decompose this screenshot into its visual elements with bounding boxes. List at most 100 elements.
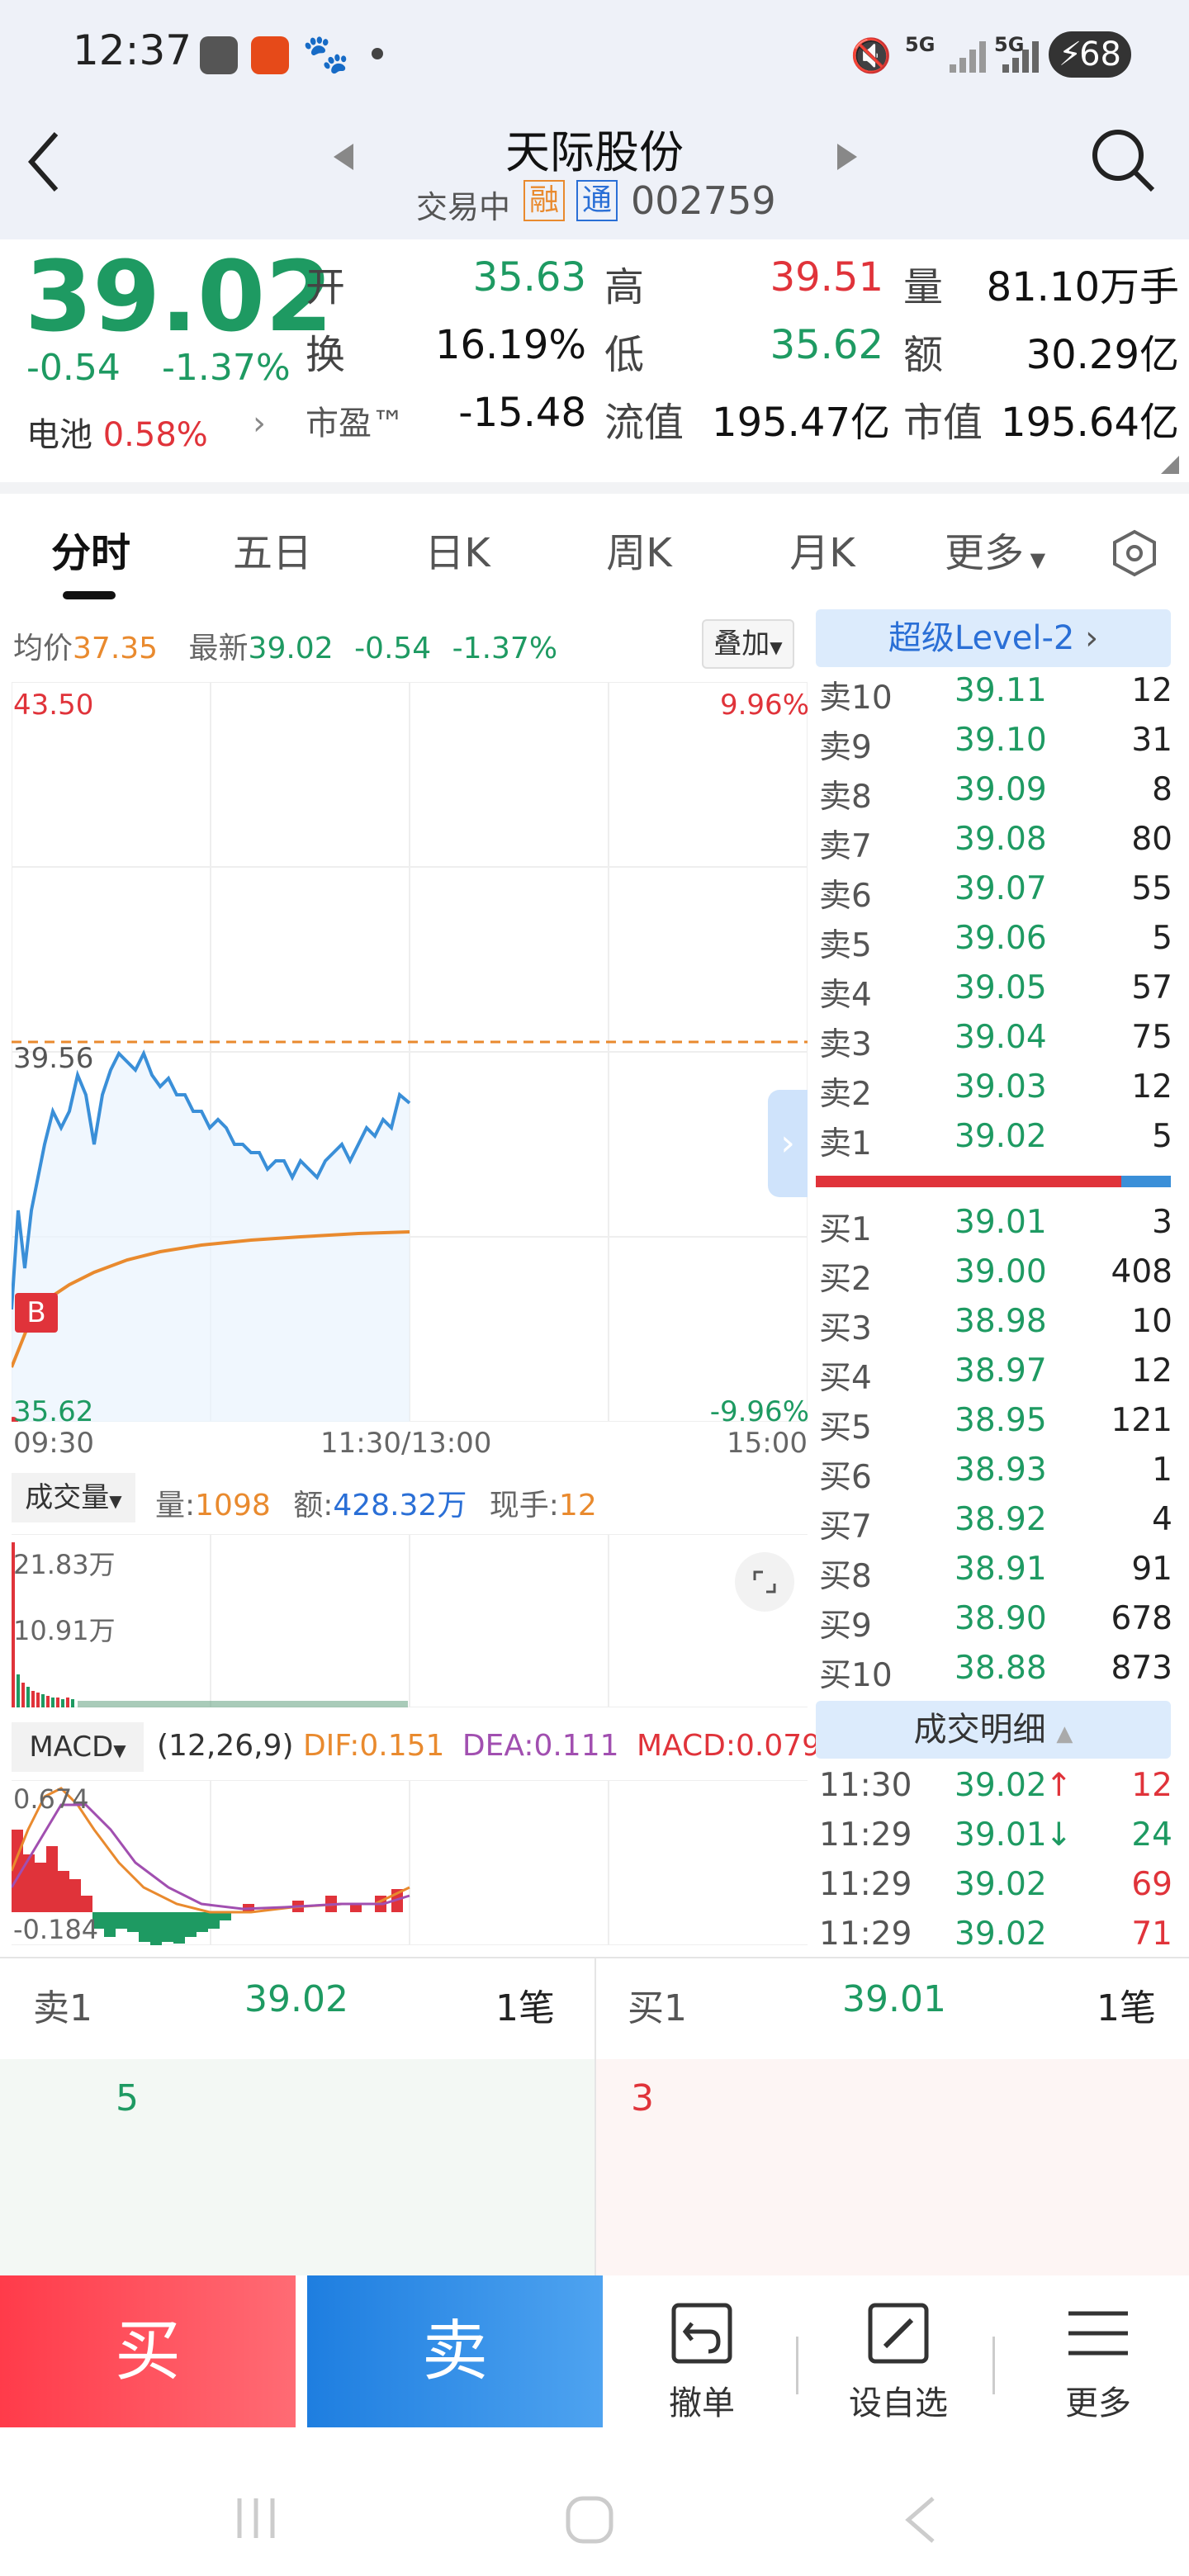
ask-level: 卖5 xyxy=(819,927,872,964)
chart-top-pct: 9.96% xyxy=(719,689,809,722)
bid-row[interactable]: 买2 39.00 408 xyxy=(816,1247,1176,1298)
chart-ref-price: 39.56 xyxy=(13,1042,94,1075)
recent-apps-icon[interactable] xyxy=(231,2493,281,2543)
avg-value: 37.35 xyxy=(73,632,159,665)
ask-row[interactable]: 卖10 39.11 12 xyxy=(816,665,1176,717)
sell-queue-qty: 5 xyxy=(116,2077,139,2119)
cancel-order-button[interactable]: 撤单 xyxy=(628,2295,776,2436)
overlay-button[interactable]: 叠加▼ xyxy=(702,619,794,669)
chevron-right-icon: › xyxy=(1085,619,1099,657)
tab-more[interactable]: 更多 ▼ xyxy=(933,520,1057,586)
volume-label: 量 xyxy=(903,264,944,310)
bid-level: 买5 xyxy=(819,1409,872,1447)
fullscreen-button[interactable] xyxy=(735,1552,794,1612)
network-type-1: 5G xyxy=(905,33,936,56)
ask-row[interactable]: 卖6 39.07 55 xyxy=(816,864,1176,915)
bid-row[interactable]: 买5 38.95 121 xyxy=(816,1395,1176,1447)
intraday-info: 均价37.35 最新39.02 -0.54 -1.37% xyxy=(13,624,557,667)
volume-chart[interactable] xyxy=(12,1534,808,1707)
bid-row[interactable]: 买10 38.88 873 xyxy=(816,1643,1176,1694)
prev-stock-icon[interactable] xyxy=(330,140,355,173)
ask-row[interactable]: 卖7 39.08 80 xyxy=(816,814,1176,865)
tab-daily-k[interactable]: 日K xyxy=(424,530,490,576)
macd-params: (12,26,9) xyxy=(157,1729,294,1763)
divider xyxy=(992,2337,995,2394)
dot-icon xyxy=(372,48,383,59)
ask-row[interactable]: 卖3 39.04 75 xyxy=(816,1012,1176,1063)
trade-detail-button[interactable]: 成交明细 ▲ xyxy=(816,1701,1171,1759)
bid-row[interactable]: 买7 38.92 4 xyxy=(816,1494,1176,1546)
divider xyxy=(0,1957,1189,1958)
hand-label: 现手: xyxy=(489,1489,559,1522)
bid-volume: 12 xyxy=(1131,1352,1172,1390)
tab-intraday[interactable]: 分时 xyxy=(50,530,130,576)
chart-tabs: 分时 五日 日K 周K 月K 更多 ▼ xyxy=(0,494,1189,609)
level2-button[interactable]: 超级Level-2 › xyxy=(816,609,1171,667)
tab-five-day[interactable]: 五日 xyxy=(232,530,312,576)
trade-volume: 12 xyxy=(1131,1767,1172,1804)
tab-monthly-k[interactable]: 月K xyxy=(789,530,855,576)
ask-row[interactable]: 卖5 39.06 5 xyxy=(816,913,1176,964)
ask-row[interactable]: 卖1 39.02 5 xyxy=(816,1111,1176,1163)
nav-back-icon[interactable] xyxy=(900,2493,941,2546)
ask-row[interactable]: 卖2 39.03 12 xyxy=(816,1062,1176,1113)
ask-volume: 8 xyxy=(1152,771,1172,808)
price-line xyxy=(12,1049,411,1310)
tab-weekly-k[interactable]: 周K xyxy=(606,530,672,576)
trade-volume: 24 xyxy=(1131,1816,1172,1854)
trade-price: 39.02 xyxy=(955,1767,1047,1804)
stock-name: 天际股份 xyxy=(505,126,684,178)
float-cap-value: 195.47亿 xyxy=(712,400,890,446)
search-icon[interactable] xyxy=(1088,125,1158,195)
sector-link[interactable]: 电池 0.58% xyxy=(26,408,208,456)
signal-icon xyxy=(950,41,986,73)
expand-corner-icon[interactable] xyxy=(1161,456,1179,474)
intraday-chart[interactable] xyxy=(12,682,808,1422)
ask-volume: 5 xyxy=(1152,920,1172,957)
trade-price: 39.01 xyxy=(955,1816,1047,1854)
expand-panel-icon[interactable]: › xyxy=(768,1090,808,1197)
bid-row[interactable]: 买4 38.97 12 xyxy=(816,1346,1176,1397)
next-stock-icon[interactable] xyxy=(836,140,860,173)
time-start: 09:30 xyxy=(13,1427,94,1460)
buy-marker[interactable]: B xyxy=(15,1293,58,1333)
settings-hexagon-icon[interactable] xyxy=(1110,528,1159,578)
add-watchlist-label: 设自选 xyxy=(849,2384,948,2422)
home-icon[interactable] xyxy=(563,2493,616,2546)
trade-direction-icon: ↑ xyxy=(1045,1767,1073,1804)
volume-selector[interactable]: 成交量▼ xyxy=(12,1473,135,1522)
ask-row[interactable]: 卖9 39.10 31 xyxy=(816,715,1176,766)
chevron-right-icon[interactable]: › xyxy=(253,405,266,443)
app-notification-icon xyxy=(251,36,289,74)
ask-volume: 5 xyxy=(1152,1118,1172,1155)
volume-selector-label: 成交量 xyxy=(25,1481,110,1514)
macd-selector[interactable]: MACD▼ xyxy=(12,1722,144,1772)
latest-label: 最新 xyxy=(188,632,249,665)
ask-row[interactable]: 卖4 39.05 57 xyxy=(816,963,1176,1014)
ask-volume: 55 xyxy=(1131,870,1172,907)
sell-button[interactable]: 卖 xyxy=(307,2275,603,2427)
vol-value: 1098 xyxy=(195,1489,271,1522)
macd-chart[interactable] xyxy=(12,1780,808,1945)
tab-active-indicator xyxy=(63,591,116,599)
trade-row: 11:29 39.01 ↓ 24 xyxy=(816,1811,1176,1861)
bid-row[interactable]: 买8 38.91 91 xyxy=(816,1544,1176,1595)
volume-bars xyxy=(12,1542,408,1707)
bid-row[interactable]: 买1 39.01 3 xyxy=(816,1197,1176,1248)
add-watchlist-button[interactable]: 设自选 xyxy=(824,2295,973,2436)
caret-down-icon: ▼ xyxy=(113,1740,126,1760)
more-button[interactable]: 更多 xyxy=(1024,2295,1172,2436)
back-icon[interactable] xyxy=(23,129,64,195)
ask-row[interactable]: 卖8 39.09 8 xyxy=(816,765,1176,816)
trade-direction-icon: ↓ xyxy=(1045,1816,1073,1854)
bid-row[interactable]: 买3 38.98 10 xyxy=(816,1296,1176,1347)
bid-row[interactable]: 买6 38.93 1 xyxy=(816,1445,1176,1496)
trade-time: 11:29 xyxy=(819,1915,912,1953)
buy-button[interactable]: 买 xyxy=(0,2275,296,2427)
mkt-cap-label: 市值 xyxy=(903,400,983,446)
macd-histogram xyxy=(12,1830,403,1945)
bid-price: 38.92 xyxy=(955,1501,1047,1538)
low-label: 低 xyxy=(604,332,645,378)
bid-row[interactable]: 买9 38.90 678 xyxy=(816,1593,1176,1645)
queue-sell-count: 1笔 xyxy=(495,1987,555,2029)
